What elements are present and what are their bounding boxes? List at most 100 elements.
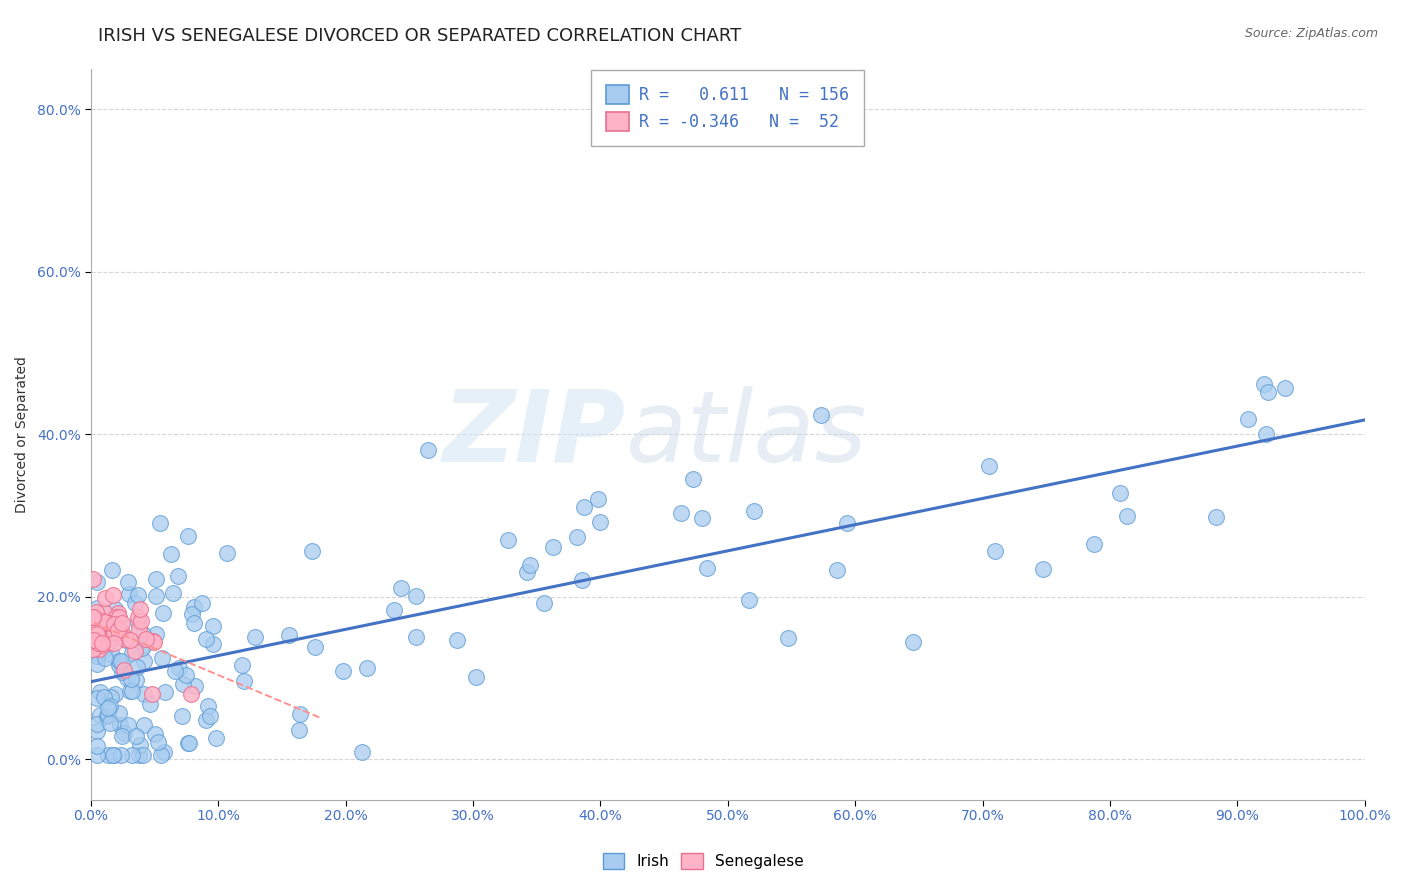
Point — [96, 640, 118, 655]
Point — [149, 747, 172, 762]
Point — [1109, 486, 1132, 500]
Point — [1205, 509, 1227, 524]
Point — [134, 655, 156, 669]
Point — [110, 747, 132, 762]
Point — [91, 614, 114, 628]
Point — [405, 589, 427, 603]
Point — [82, 572, 104, 586]
Point — [118, 683, 141, 698]
Point — [107, 623, 129, 637]
Point — [111, 665, 134, 679]
Point — [121, 684, 143, 698]
Point — [84, 605, 107, 619]
Point — [162, 585, 184, 599]
Point — [86, 739, 108, 753]
Point — [172, 677, 194, 691]
Point — [589, 515, 612, 529]
Point — [1253, 376, 1275, 391]
Point — [167, 569, 190, 583]
Text: ZIP: ZIP — [443, 385, 626, 483]
Point — [195, 713, 218, 727]
Point — [110, 615, 132, 630]
Point — [574, 500, 596, 515]
Point — [153, 685, 176, 699]
Point — [82, 641, 104, 656]
Point — [516, 566, 538, 580]
Point — [418, 443, 440, 458]
Point — [129, 738, 152, 752]
Point — [837, 516, 859, 530]
Point — [110, 630, 132, 644]
Point — [114, 632, 136, 647]
Point — [149, 516, 172, 530]
Point — [1257, 384, 1279, 399]
Point — [86, 716, 108, 731]
Point — [108, 657, 131, 672]
Point — [101, 747, 124, 762]
Point — [110, 730, 132, 744]
Point — [118, 632, 141, 647]
Point — [533, 596, 555, 610]
Point — [127, 615, 149, 629]
Point — [198, 709, 221, 723]
Point — [565, 529, 588, 543]
Point — [96, 709, 118, 723]
Point — [183, 615, 205, 630]
Point — [84, 624, 107, 639]
Point — [97, 708, 120, 723]
Point — [103, 622, 125, 636]
Point — [984, 544, 1007, 558]
Point — [519, 558, 541, 572]
Point — [86, 575, 108, 590]
Point — [142, 634, 165, 648]
Point — [87, 642, 110, 657]
Point — [181, 607, 204, 622]
Point — [83, 632, 105, 647]
Point — [194, 632, 217, 646]
Point — [101, 588, 124, 602]
Point — [89, 684, 111, 698]
Point — [86, 649, 108, 664]
Point — [82, 609, 104, 624]
Legend: R =   0.611   N = 156, R = -0.346   N =  52: R = 0.611 N = 156, R = -0.346 N = 52 — [591, 70, 865, 146]
Point — [96, 621, 118, 635]
Point — [112, 631, 135, 645]
Point — [177, 528, 200, 542]
Point — [184, 679, 207, 693]
Point — [132, 717, 155, 731]
Point — [1032, 562, 1054, 576]
Point — [104, 632, 127, 646]
Point — [86, 657, 108, 672]
Point — [143, 726, 166, 740]
Point — [107, 606, 129, 620]
Point — [98, 698, 121, 713]
Point — [86, 723, 108, 738]
Point — [290, 707, 312, 722]
Point — [125, 673, 148, 687]
Point — [127, 588, 149, 602]
Point — [277, 628, 299, 642]
Point — [145, 589, 167, 603]
Point — [86, 649, 108, 664]
Point — [115, 633, 138, 648]
Point — [183, 600, 205, 615]
Point — [105, 610, 128, 624]
Point — [97, 621, 120, 635]
Point — [82, 610, 104, 624]
Point — [104, 607, 127, 622]
Point — [128, 602, 150, 616]
Point — [86, 627, 108, 641]
Point — [131, 747, 153, 762]
Point — [125, 729, 148, 743]
Point — [90, 639, 112, 653]
Point — [405, 631, 427, 645]
Point — [86, 637, 108, 651]
Point — [138, 697, 160, 711]
Point — [145, 573, 167, 587]
Point — [778, 632, 800, 646]
Point — [100, 624, 122, 639]
Point — [202, 637, 225, 651]
Point — [541, 540, 564, 554]
Point — [172, 709, 194, 723]
Point — [464, 670, 486, 684]
